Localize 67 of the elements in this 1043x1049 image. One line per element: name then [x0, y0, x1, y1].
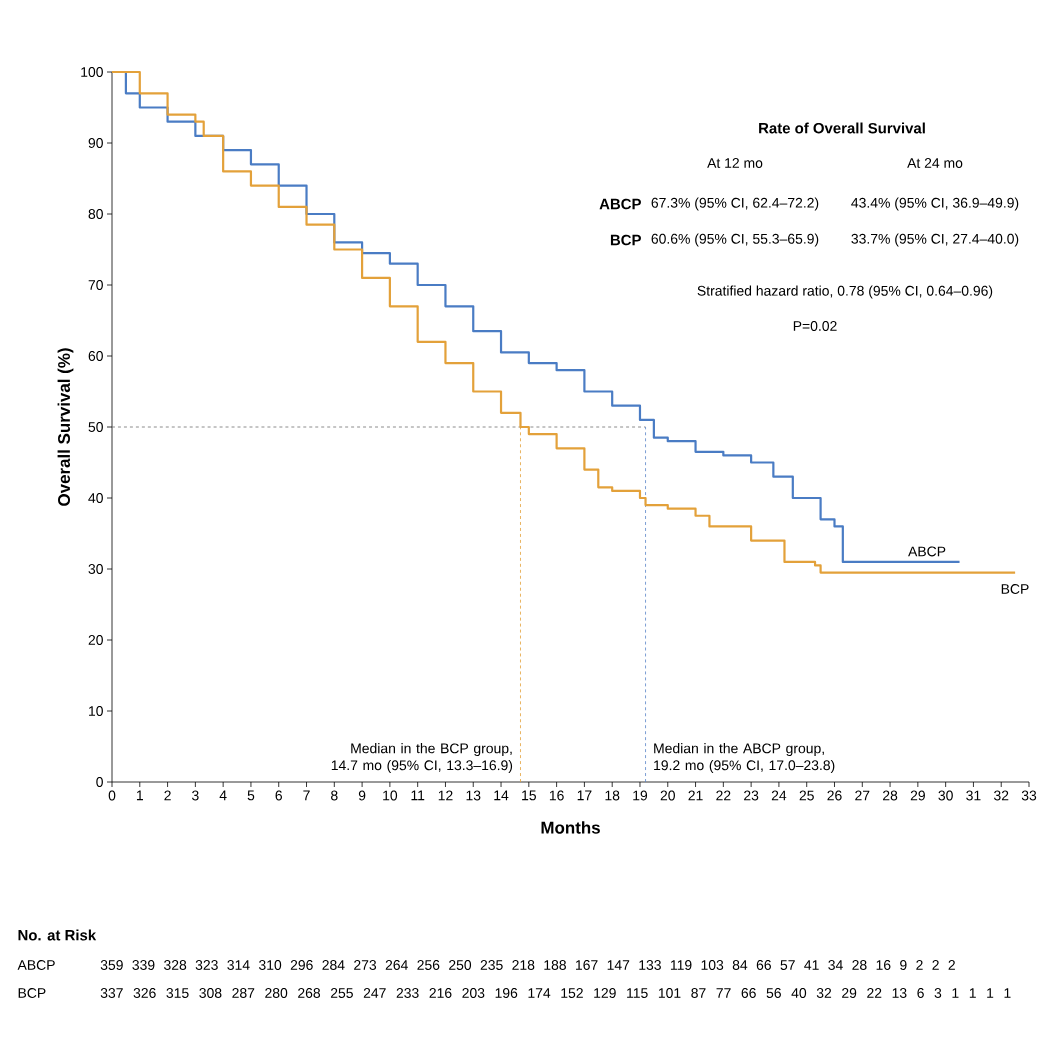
- x-tick-label: 10: [383, 790, 398, 801]
- text: No. at Risk: [18, 929, 97, 941]
- series-label: ABCP: [908, 546, 946, 557]
- x-tick-label: 3: [192, 790, 199, 801]
- x-tick-label: 8: [331, 790, 338, 801]
- x-tick-label: 31: [966, 790, 981, 801]
- x-tick-label: 30: [938, 790, 953, 801]
- x-tick-label: 27: [855, 790, 870, 801]
- text: 359 339 328 323 314 310 296 284 273 264 256 250 235 218 188 167 147 133 119 103 84 66 57 41 34 28 16 9 2 2 2: [100, 960, 955, 970]
- x-tick-label: 16: [549, 790, 564, 801]
- annotation: 33.7% (95% CI, 27.4–40.0): [851, 233, 1019, 247]
- x-tick-label: 32: [994, 790, 1009, 801]
- x-tick-label: 19: [633, 790, 648, 801]
- x-tick-label: 14: [494, 790, 509, 801]
- annotation: P=0.02: [793, 321, 837, 331]
- x-tick-label: 21: [688, 790, 703, 801]
- y-tick-label: 90: [88, 138, 103, 148]
- x-tick-label: 29: [910, 790, 925, 801]
- annotation: Rate of Overall Survival: [759, 122, 925, 134]
- x-tick-label: 6: [275, 790, 282, 801]
- y-tick-label: 30: [88, 564, 103, 574]
- x-tick-label: 23: [744, 790, 759, 801]
- y-tick-label: 50: [88, 422, 103, 432]
- annotation: Stratified hazard ratio, 0.78 (95% CI, 0.64–0.96): [697, 285, 993, 299]
- x-tick-label: 15: [522, 790, 536, 801]
- annotation: 43.4% (95% CI, 36.9–49.9): [851, 197, 1019, 211]
- annotation: 67.3% (95% CI, 62.4–72.2): [651, 197, 819, 211]
- x-tick-label: 18: [605, 790, 620, 801]
- y-tick-label: 60: [88, 351, 103, 361]
- annotation: Median in the ABCP group, 19.2 mo (95% CI, 17.0–23.8): [654, 743, 835, 773]
- annotation: At 12 mo: [707, 158, 763, 168]
- y-tick-label: 0: [96, 777, 103, 787]
- x-tick-label: 24: [771, 790, 787, 801]
- text: ABCP: [17, 960, 55, 970]
- annotation: 60.6% (95% CI, 55.3–65.9): [651, 233, 819, 247]
- series-label: BCP: [1001, 584, 1029, 594]
- x-tick-label: 17: [577, 790, 592, 801]
- x-tick-label: 13: [466, 790, 481, 801]
- y-tick-label: 100: [81, 67, 103, 77]
- y-axis-title: Overall Survival (%): [57, 348, 74, 506]
- text: BCP: [18, 988, 46, 998]
- text: ABCP: [599, 198, 641, 210]
- x-tick-label: 25: [799, 790, 814, 801]
- x-tick-label: 1: [136, 790, 143, 801]
- x-tick-label: 11: [411, 790, 425, 801]
- x-tick-label: 20: [660, 790, 675, 801]
- x-tick-label: 22: [716, 790, 731, 801]
- annotation: At 24 mo: [907, 158, 963, 168]
- x-tick-label: 12: [438, 790, 453, 801]
- x-tick-label: 9: [358, 790, 366, 801]
- x-tick-label: 28: [883, 790, 898, 801]
- x-tick-label: 5: [247, 790, 255, 801]
- x-tick-label: 0: [108, 790, 116, 801]
- y-tick-label: 70: [88, 280, 103, 290]
- x-tick-label: 4: [219, 790, 227, 801]
- x-tick-label: 33: [1021, 790, 1037, 801]
- x-tick-label: 2: [164, 790, 171, 801]
- y-tick-label: 80: [88, 209, 103, 219]
- annotation: Median in the BCP group, 14.7 mo (95% CI, 13.3–16.9): [331, 743, 513, 773]
- text: 337 326 315 308 287 280 268 255 247 233 216 203 196 174 152 129 115 101 87 77 66 56 40 32 29 22 13 6 3 1 1 1 1: [100, 988, 1011, 998]
- y-tick-label: 40: [88, 493, 103, 503]
- x-tick-label: 26: [827, 790, 842, 801]
- x-axis-title: Months: [541, 821, 600, 834]
- x-tick-label: 7: [303, 790, 310, 801]
- y-tick-label: 10: [89, 706, 103, 716]
- y-tick-label: 20: [88, 635, 103, 645]
- text: BCP: [610, 234, 641, 246]
